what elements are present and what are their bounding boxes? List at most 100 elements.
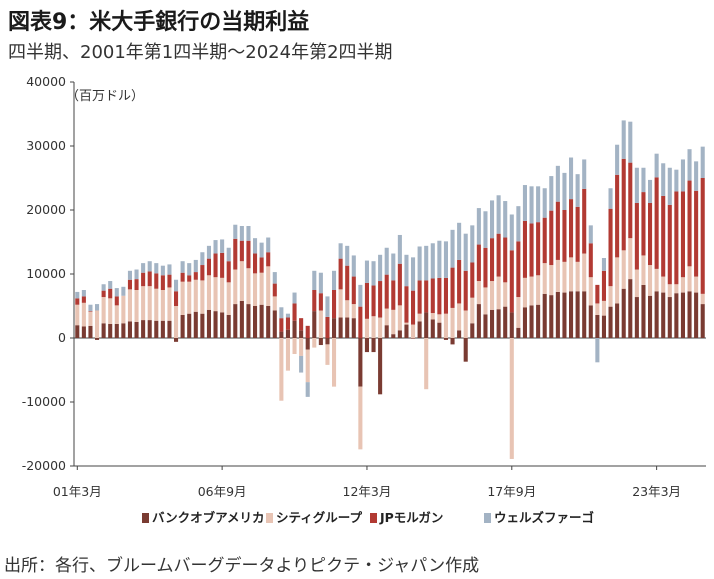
bar-segment-1 [536,304,541,338]
bar-segment-2 [134,290,139,322]
bar-segment-2 [187,281,192,314]
bar-segment-1 [200,313,205,338]
bar-segment-1 [272,310,277,338]
bar-segment-2 [667,284,672,298]
bar-segment-2 [562,261,567,293]
bar-segment-1 [595,314,600,338]
bar-segment-2 [266,266,271,306]
bar-segment-3 [246,240,251,269]
bar-segment-4 [450,229,455,268]
bar-segment-3 [542,217,547,264]
bar-segment-4 [608,188,613,209]
bar-segment-2 [141,286,146,321]
bar-segment-2 [634,269,639,298]
bar-segment-4 [75,291,80,299]
bar-segment-2 [358,386,363,450]
bar-segment-3 [555,201,560,260]
bar-segment-3 [345,265,350,301]
bar-segment-3 [443,277,448,314]
bar-segment-2 [253,273,258,306]
bar-segment-3 [470,262,475,298]
bar-segment-4 [582,159,587,189]
bar-segment-1 [496,309,501,338]
bar-segment-4 [648,179,653,203]
bar-segment-2 [325,344,330,365]
legend-swatch [484,513,491,523]
bar-segment-2 [391,309,396,335]
bar-segment-1 [516,327,521,338]
bar-segment-2 [121,295,126,324]
bar-segment-4 [411,257,416,291]
bar-segment-4 [457,222,462,260]
bar-segment-3 [687,180,692,267]
bar-segment-1 [88,325,93,338]
bar-segment-1 [220,312,225,338]
bar-segment-2 [213,277,218,312]
bar-segment-3 [654,177,659,269]
bar-segment-2 [404,322,409,325]
bar-segment-4 [127,270,132,280]
bar-segment-2 [259,272,264,305]
bar-segment-4 [154,263,159,274]
bar-segment-4 [522,185,527,221]
bar-segment-1 [424,312,429,338]
bar-segment-4 [371,261,376,286]
bar-segment-1 [371,338,376,353]
bar-segment-2 [529,276,534,306]
bar-segment-4 [529,186,534,224]
bar-segment-3 [509,250,514,313]
bar-segment-1 [332,318,337,338]
bar-segment-4 [430,243,435,279]
x-tick-label: 23年3月 [632,484,681,499]
bar-segment-2 [206,275,211,310]
bar-segment-3 [411,290,416,325]
bar-segment-4 [569,157,574,200]
bar-segment-3 [430,278,435,314]
bar-segment-4 [634,167,639,203]
bar-segment-1 [503,306,508,338]
bar-segment-1 [285,329,290,338]
bar-segment-3 [154,273,159,289]
x-tick-label: 01年3月 [53,484,102,499]
bar-segment-3 [272,283,277,297]
bar-segment-1 [134,322,139,338]
bar-segment-1 [700,304,705,338]
legend-swatch [266,513,273,523]
bar-segment-2 [661,276,666,293]
bar-segment-1 [391,334,396,338]
bar-segment-4 [595,338,600,363]
bar-segment-1 [292,320,297,338]
bar-segment-1 [266,306,271,338]
bar-segment-2 [397,305,402,331]
bar-segment-4 [246,226,251,241]
bar-segment-2 [542,263,547,294]
bar-segment-3 [174,291,179,306]
bar-segment-3 [694,190,699,277]
bar-segment-1 [147,320,152,338]
bar-segment-2 [601,300,606,316]
bar-segment-4 [424,245,429,281]
bar-segment-1 [154,320,159,338]
bar-segment-3 [81,296,86,303]
bar-segment-3 [266,252,271,267]
bar-segment-4 [509,214,514,251]
bar-segment-2 [114,305,119,324]
bar-segment-2 [430,313,435,320]
bar-segment-3 [601,270,606,301]
bar-segment-3 [641,192,646,256]
bar-segment-3 [457,259,462,304]
legend-label: JPモルガン [379,510,443,525]
bar-segment-2 [608,286,613,307]
bar-segment-1 [562,292,567,338]
bar-segment-1 [75,325,80,338]
bar-segment-4 [206,245,211,259]
bar-segment-2 [75,304,80,326]
bar-segment-3 [384,274,389,309]
bar-segment-4 [562,172,567,210]
bar-segment-2 [305,349,310,383]
stacked-bar-chart: 01年3月 06年9月 12年3月 17年9月 23年3月 40000 30000 2000… [22,74,706,525]
bar-segment-3 [648,202,653,266]
bar-segment-3 [417,280,422,314]
bar-segment-4 [318,272,323,294]
bar-segment-3 [193,272,198,280]
